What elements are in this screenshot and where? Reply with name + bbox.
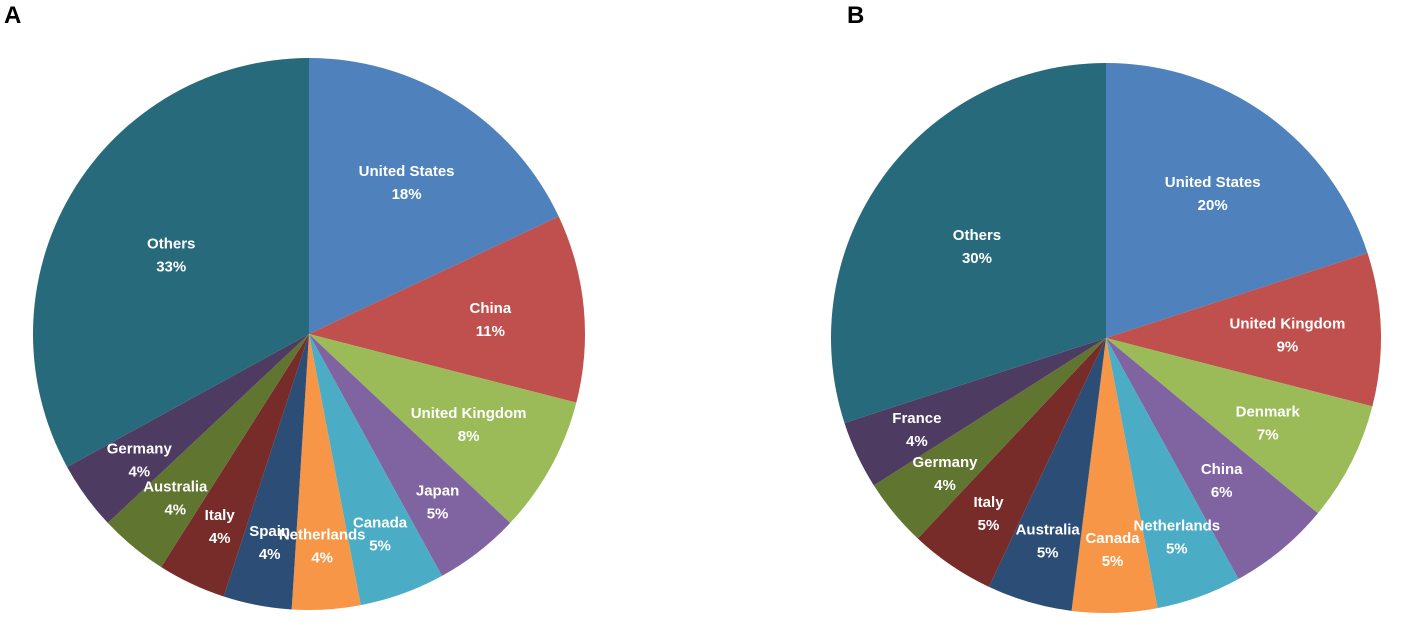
- pie-slice-china: [309, 216, 585, 403]
- slice-label-united-kingdom: United Kingdom: [411, 405, 527, 422]
- slice-percent-netherlands: 4%: [311, 549, 333, 566]
- slice-percent-china: 11%: [476, 323, 505, 340]
- pie-slice-canada: [309, 334, 442, 606]
- slice-label-others: Others: [953, 227, 1001, 244]
- slice-label-united-states: United States: [1165, 174, 1261, 191]
- slice-percent-others: 30%: [962, 250, 992, 267]
- pie-chart-b: United States 20% United Kingdom 9% Denmark 7…: [831, 63, 1381, 613]
- pie-chart-panel-a: A United States 18% China 11% United Kingdom…: [4, 2, 585, 610]
- slice-percent-australia: 4%: [164, 502, 186, 519]
- pie-slice-italy: [917, 338, 1106, 587]
- slice-percent-china: 6%: [1211, 484, 1233, 501]
- slice-label-spain: Spain: [249, 523, 290, 540]
- slice-label-italy: Italy: [974, 494, 1005, 511]
- pie-slice-china: [1106, 338, 1318, 579]
- pie-slice-france: [844, 338, 1106, 486]
- pie-slice-netherlands: [291, 334, 361, 610]
- slice-percent-united-kingdom: 8%: [458, 428, 480, 445]
- pie-slice-spain: [223, 334, 309, 610]
- slice-label-germany: Germany: [912, 454, 978, 471]
- pie-slice-netherlands: [1106, 338, 1239, 609]
- slice-label-china: China: [470, 300, 512, 317]
- slice-percent-italy: 5%: [978, 517, 1000, 534]
- pie-slice-australia: [988, 338, 1106, 611]
- slice-label-united-states: United States: [359, 163, 455, 180]
- slice-percent-others: 33%: [156, 259, 186, 276]
- slice-label-netherlands: Netherlands: [279, 526, 366, 543]
- slice-percent-netherlands: 5%: [1166, 541, 1188, 558]
- slice-label-united-kingdom: United Kingdom: [1229, 315, 1345, 332]
- pie-slice-united-kingdom: [309, 334, 577, 523]
- panel-label-a: A: [4, 2, 22, 29]
- pie-slice-australia: [107, 334, 309, 568]
- slice-label-australia: Australia: [1016, 522, 1081, 539]
- slice-label-japan: Japan: [416, 483, 459, 500]
- pie-slice-united-states: [1106, 63, 1368, 338]
- pie-slice-germany: [873, 338, 1106, 539]
- slice-percent-japan: 5%: [427, 506, 449, 523]
- slice-percent-germany: 4%: [934, 477, 956, 494]
- pie-slice-germany: [67, 334, 309, 523]
- slice-percent-denmark: 7%: [1257, 426, 1279, 443]
- slice-percent-united-states: 18%: [392, 186, 422, 203]
- pie-slice-denmark: [1106, 338, 1373, 514]
- slice-label-australia: Australia: [143, 479, 208, 496]
- slice-label-others: Others: [147, 236, 195, 253]
- slice-label-france: France: [892, 410, 941, 427]
- slice-label-netherlands: Netherlands: [1133, 518, 1220, 535]
- pie-slice-japan: [309, 334, 511, 576]
- pie-chart-panel-b: B United States 20% United Kingdom 9% Denmar…: [709, 0, 1418, 634]
- slice-percent-australia: 5%: [1037, 545, 1059, 562]
- slice-percent-france: 4%: [906, 433, 928, 450]
- slice-percent-canada: 5%: [1102, 553, 1124, 570]
- pie-slice-others: [32, 58, 309, 467]
- pie-chart-a: United States 18% China 11% United Kingdom 8%…: [32, 58, 585, 610]
- pie-slice-united-kingdom: [1106, 253, 1381, 407]
- slice-label-canada: Canada: [353, 514, 408, 531]
- slice-percent-united-states: 20%: [1198, 197, 1228, 214]
- slice-percent-italy: 4%: [209, 530, 231, 547]
- panel-label-b: B: [847, 2, 865, 29]
- pie-slice-united-states: [309, 58, 559, 334]
- slice-label-denmark: Denmark: [1236, 403, 1301, 420]
- slice-label-canada: Canada: [1085, 530, 1140, 547]
- slice-percent-united-kingdom: 9%: [1277, 338, 1299, 355]
- slice-percent-germany: 4%: [128, 463, 150, 480]
- pie-slice-italy: [161, 334, 309, 597]
- slice-percent-canada: 5%: [369, 537, 391, 554]
- slice-label-china: China: [1201, 461, 1243, 478]
- pie-slice-others: [831, 63, 1106, 423]
- slice-label-italy: Italy: [205, 507, 236, 524]
- slice-percent-spain: 4%: [259, 546, 281, 563]
- slice-label-germany: Germany: [107, 440, 173, 457]
- pie-slice-canada: [1071, 338, 1158, 613]
